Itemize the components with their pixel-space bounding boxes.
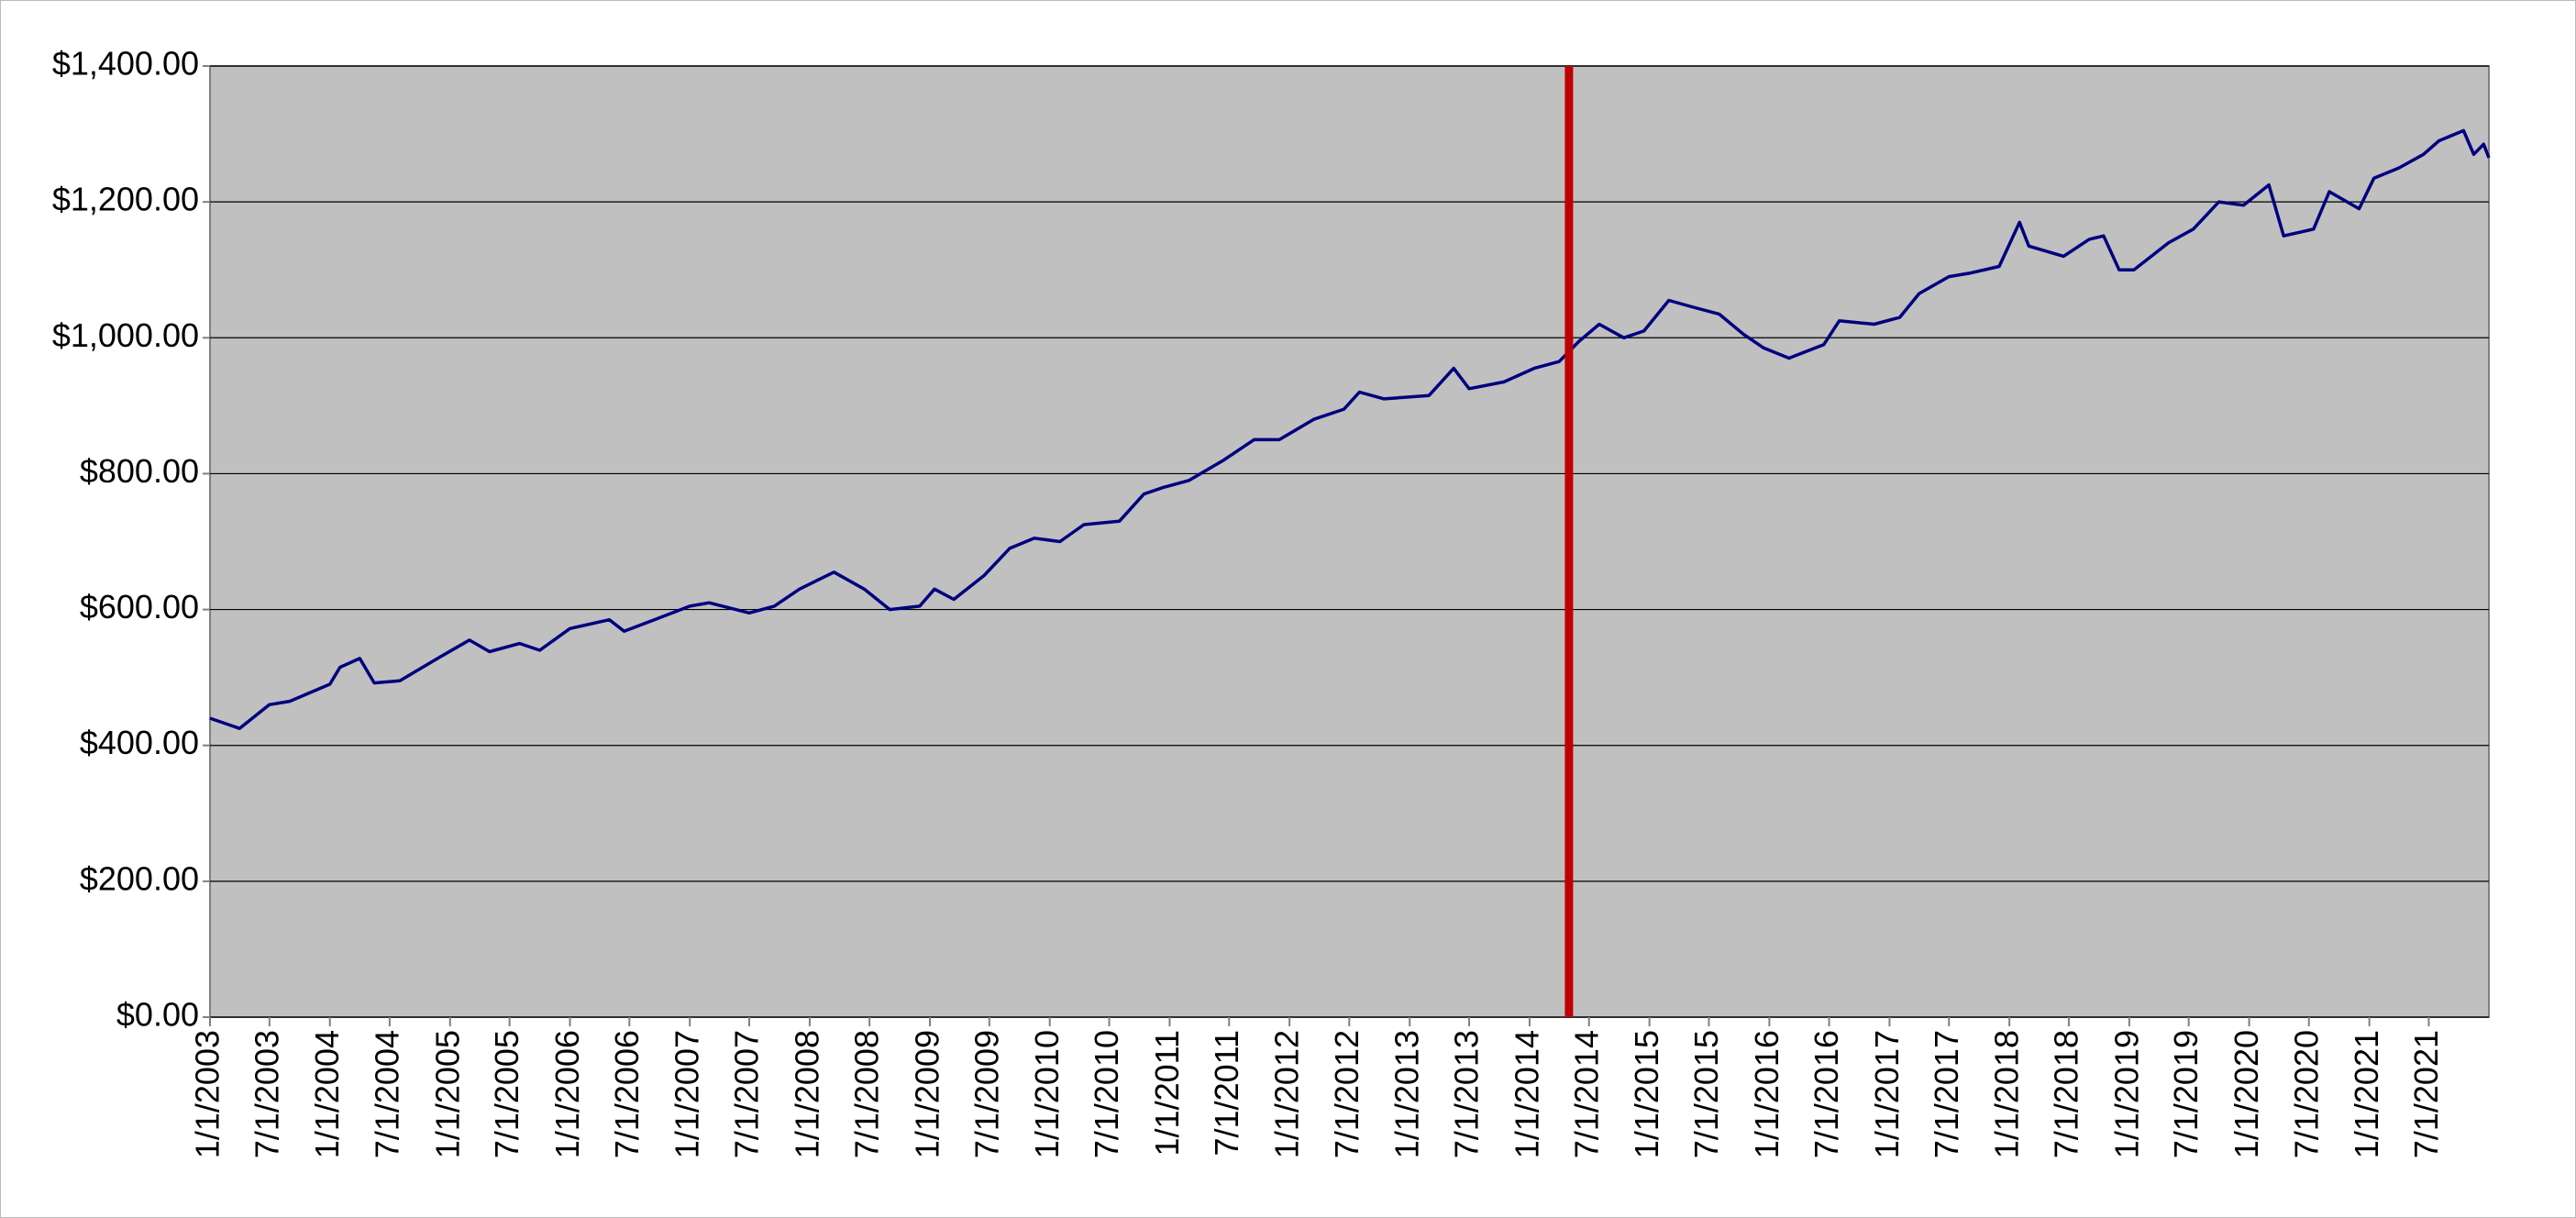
x-tick-label: 1/1/2008 — [788, 1030, 825, 1158]
x-tick-label: 1/1/2016 — [1748, 1030, 1786, 1158]
series-line — [209, 128, 2491, 730]
x-tick-label: 7/1/2004 — [368, 1030, 405, 1158]
y-tick-label: $1,200.00 — [52, 181, 199, 218]
x-tick-label: 1/1/2003 — [189, 1030, 227, 1158]
x-tick-label: 7/1/2012 — [1328, 1030, 1365, 1158]
x-tick-label: 1/1/2006 — [548, 1030, 586, 1158]
x-tick-label: 7/1/2006 — [608, 1030, 646, 1158]
x-tick-label: 1/1/2009 — [909, 1030, 946, 1158]
x-tick-label: 7/1/2019 — [2167, 1030, 2205, 1158]
x-tick-label: 1/1/2013 — [1388, 1030, 1426, 1158]
x-tick-label: 7/1/2009 — [967, 1030, 1005, 1158]
y-tick-label: $400.00 — [80, 724, 199, 761]
x-tick-label: 1/1/2020 — [2228, 1030, 2265, 1158]
x-tick-label: 1/1/2005 — [428, 1030, 466, 1158]
x-tick-label: 7/1/2020 — [2287, 1030, 2325, 1158]
x-tick-label: 1/1/2017 — [1868, 1030, 1906, 1158]
x-tick-label: 1/1/2007 — [669, 1030, 706, 1158]
x-tick-label: 7/1/2015 — [1687, 1030, 1725, 1158]
y-tick-label: $0.00 — [116, 996, 199, 1034]
y-tick-label: $600.00 — [80, 588, 199, 626]
x-tick-label: 1/1/2021 — [2348, 1030, 2385, 1158]
x-tick-label: 7/1/2017 — [1928, 1030, 1965, 1158]
x-tick-label: 7/1/2005 — [488, 1030, 525, 1158]
x-tick-label: 1/1/2019 — [2107, 1030, 2145, 1158]
x-tick-label: 1/1/2010 — [1028, 1030, 1066, 1158]
x-tick-label: 7/1/2021 — [2407, 1030, 2445, 1158]
x-tick-label: 7/1/2018 — [2047, 1030, 2084, 1158]
x-tick-label: 7/1/2010 — [1088, 1030, 1125, 1158]
x-tick-label: 7/1/2014 — [1567, 1030, 1605, 1158]
x-tick-label: 7/1/2007 — [728, 1030, 766, 1158]
x-tick-label: 1/1/2004 — [308, 1030, 346, 1158]
x-tick-label: 1/1/2014 — [1508, 1030, 1545, 1158]
x-tick-label: 7/1/2013 — [1448, 1030, 1486, 1158]
y-tick-label: $200.00 — [80, 859, 199, 897]
x-tick-label: 1/1/2018 — [1988, 1030, 2026, 1158]
x-tick-label: 7/1/2008 — [848, 1030, 886, 1158]
x-tick-label: 7/1/2011 — [1208, 1030, 1245, 1156]
y-tick-label: $1,000.00 — [52, 316, 199, 354]
x-tick-label: 1/1/2012 — [1268, 1030, 1306, 1158]
x-tick-label: 7/1/2016 — [1808, 1030, 1845, 1158]
y-tick-label: $800.00 — [80, 452, 199, 490]
y-tick-label: $1,400.00 — [52, 45, 199, 83]
plot-area — [209, 65, 2490, 1018]
x-tick-label: 1/1/2015 — [1628, 1030, 1665, 1158]
x-tick-label: 1/1/2011 — [1148, 1030, 1186, 1156]
x-tick-label: 7/1/2003 — [248, 1030, 285, 1158]
